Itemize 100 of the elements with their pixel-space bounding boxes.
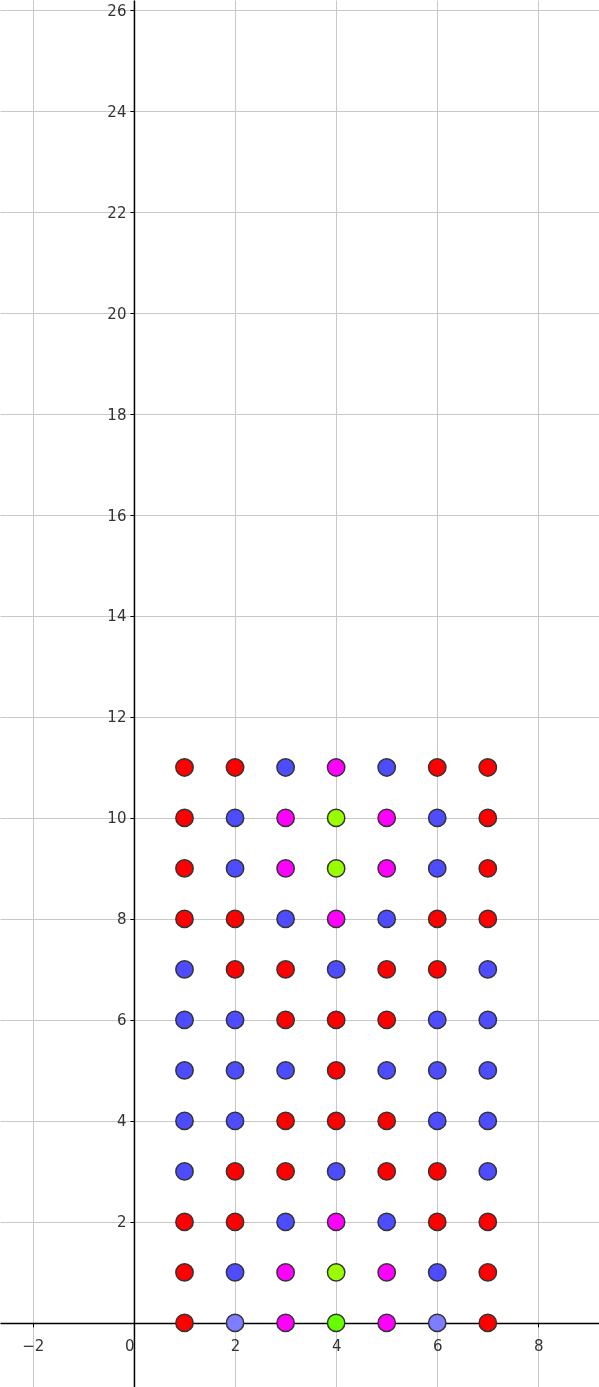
point xyxy=(427,1010,447,1030)
point xyxy=(377,808,397,828)
point xyxy=(225,859,245,878)
point xyxy=(478,1010,498,1030)
point xyxy=(326,808,346,828)
point xyxy=(377,1262,397,1282)
point xyxy=(175,1313,194,1333)
point xyxy=(175,758,194,777)
x-tick-label: 2 xyxy=(230,1337,241,1356)
point xyxy=(276,1162,296,1181)
point xyxy=(225,758,245,777)
y-tick-label: 4 xyxy=(116,1112,127,1131)
y-tick-label: 12 xyxy=(107,708,127,727)
point xyxy=(276,808,296,828)
point xyxy=(276,1111,296,1131)
point xyxy=(276,909,296,929)
point xyxy=(175,1162,194,1181)
point xyxy=(225,1061,245,1080)
point xyxy=(377,960,397,979)
point xyxy=(175,1212,194,1232)
point xyxy=(478,859,498,878)
y-tick-label: 2 xyxy=(116,1213,127,1232)
y-tick-label: 16 xyxy=(107,506,127,525)
point xyxy=(276,1061,296,1080)
point xyxy=(276,1313,296,1333)
point xyxy=(377,1111,397,1131)
x-tick-label: −2 xyxy=(22,1337,45,1356)
point xyxy=(225,1212,245,1232)
x-tick-label: 6 xyxy=(432,1337,443,1356)
point xyxy=(225,909,245,929)
y-tick-label: 14 xyxy=(107,607,127,626)
point xyxy=(478,1313,498,1333)
y-tick-label: 8 xyxy=(116,910,127,929)
point xyxy=(225,1010,245,1030)
y-tick-label: 26 xyxy=(107,1,127,20)
point xyxy=(377,1162,397,1181)
point xyxy=(427,1212,447,1232)
x-tick-label: 0 xyxy=(124,1337,135,1356)
point xyxy=(427,960,447,979)
point xyxy=(377,859,397,878)
point xyxy=(427,758,447,777)
point xyxy=(225,1111,245,1131)
y-tick-label: 22 xyxy=(107,203,127,222)
point xyxy=(276,859,296,878)
point xyxy=(175,1061,194,1080)
point xyxy=(377,1212,397,1232)
point xyxy=(175,909,194,929)
point xyxy=(377,758,397,777)
point xyxy=(427,808,447,828)
point xyxy=(225,808,245,828)
point xyxy=(478,1262,498,1282)
point xyxy=(175,859,194,878)
point xyxy=(478,1061,498,1080)
y-tick-label: 10 xyxy=(107,809,127,828)
point xyxy=(326,758,346,777)
point xyxy=(478,960,498,979)
point xyxy=(478,1162,498,1181)
y-tick-label: 24 xyxy=(107,102,127,121)
point xyxy=(276,960,296,979)
point xyxy=(276,1262,296,1282)
point xyxy=(478,758,498,777)
point xyxy=(478,808,498,828)
point xyxy=(478,909,498,929)
point xyxy=(427,859,447,878)
point xyxy=(326,1111,346,1131)
point xyxy=(326,960,346,979)
y-tick-label: 20 xyxy=(107,304,127,323)
point xyxy=(175,1262,194,1282)
point xyxy=(427,1262,447,1282)
point xyxy=(326,1162,346,1181)
point xyxy=(326,1313,346,1333)
point xyxy=(225,1313,245,1333)
y-tick-label: 18 xyxy=(107,405,127,424)
point xyxy=(427,1162,447,1181)
point xyxy=(377,909,397,929)
point xyxy=(276,1010,296,1030)
y-tick-label: 6 xyxy=(116,1011,127,1030)
point xyxy=(326,909,346,929)
point xyxy=(326,1010,346,1030)
point xyxy=(326,1212,346,1232)
point xyxy=(225,960,245,979)
point xyxy=(225,1262,245,1282)
point xyxy=(276,1212,296,1232)
point xyxy=(326,859,346,878)
point xyxy=(377,1061,397,1080)
point xyxy=(225,1162,245,1181)
x-tick-label: 8 xyxy=(534,1337,544,1356)
point xyxy=(377,1313,397,1333)
point xyxy=(478,1212,498,1232)
point xyxy=(175,1010,194,1030)
point xyxy=(427,909,447,929)
point xyxy=(377,1010,397,1030)
point xyxy=(478,1111,498,1131)
point xyxy=(175,808,194,828)
point xyxy=(175,960,194,979)
point xyxy=(427,1313,447,1333)
point xyxy=(427,1061,447,1080)
point xyxy=(175,1111,194,1131)
point xyxy=(276,758,296,777)
x-tick-label: 4 xyxy=(331,1337,342,1356)
